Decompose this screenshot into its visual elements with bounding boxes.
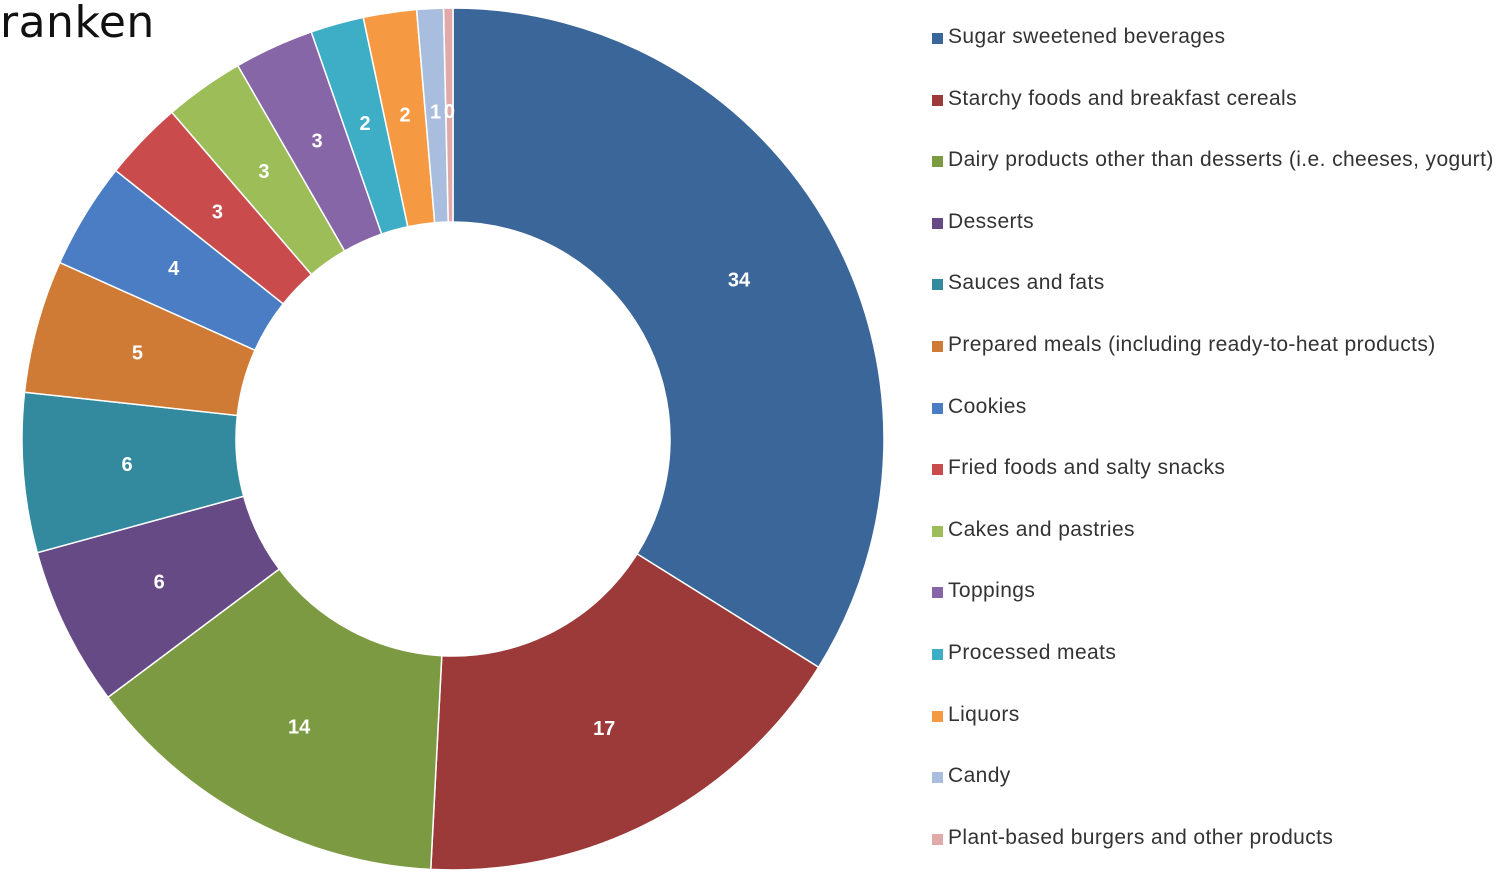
legend-swatch xyxy=(932,33,943,44)
legend-item-sugar-sweetened-beverages: Sugar sweetened beverages xyxy=(932,22,1494,84)
slice-label-starchy-foods-and-breakfast-cereals: 17 xyxy=(593,718,615,740)
legend-swatch xyxy=(932,156,943,168)
legend-label: Sugar sweetened beverages xyxy=(948,25,1226,48)
legend-item-plant-based-burgers-and-other-products: Plant-based burgers and other products xyxy=(932,823,1494,873)
legend-label: Cookies xyxy=(948,394,1027,418)
slice-label-cakes-and-pastries: 3 xyxy=(258,161,269,183)
page-title: ranken xyxy=(0,0,155,48)
slice-sugar-sweetened-beverages xyxy=(452,7,885,669)
legend-label: Candy xyxy=(948,764,1011,788)
legend-item-starchy-foods-and-breakfast-cereals: Starchy foods and breakfast cereals xyxy=(932,84,1494,146)
legend-swatch xyxy=(932,279,943,291)
legend-label: Desserts xyxy=(948,209,1035,233)
legend-item-sauces-and-fats: Sauces and fats xyxy=(932,268,1494,330)
legend-item-desserts: Desserts xyxy=(932,207,1494,269)
legend-label: Sauces and fats xyxy=(948,271,1105,295)
legend-swatch xyxy=(932,464,943,476)
legend-swatch xyxy=(932,648,943,660)
slice-label-processed-meats: 2 xyxy=(359,113,370,135)
chart-legend: Sugar sweetened beverages Starchy foods a… xyxy=(932,22,1494,873)
legend-swatch xyxy=(932,402,943,414)
legend-swatch xyxy=(932,772,943,784)
legend-swatch xyxy=(932,94,943,106)
legend-label: Toppings xyxy=(948,579,1036,603)
slice-plant-based-burgers-and-other-products xyxy=(442,7,454,223)
legend-swatch xyxy=(932,525,943,537)
legend-label: Fried foods and salty snacks xyxy=(948,456,1226,480)
slice-label-candy: 1 xyxy=(430,102,441,124)
legend-item-cakes-and-pastries: Cakes and pastries xyxy=(932,515,1494,577)
chart-slices xyxy=(21,7,885,871)
slice-dairy-products-other-than-desserts-i-e-cheeses-yogurt xyxy=(106,567,443,871)
legend-label: Plant-based burgers and other products xyxy=(948,825,1334,849)
legend-label: Starchy foods and breakfast cereals xyxy=(948,86,1298,110)
legend-swatch xyxy=(932,340,943,352)
legend-item-fried-foods-and-salty-snacks: Fried foods and salty snacks xyxy=(932,453,1494,515)
legend-label: Cakes and pastries xyxy=(948,517,1135,541)
legend-swatch xyxy=(932,217,943,229)
legend-swatch xyxy=(932,833,943,845)
legend-label: Dairy products other than desserts (i.e.… xyxy=(948,148,1494,172)
legend-item-processed-meats: Processed meats xyxy=(932,638,1494,700)
legend-label: Processed meats xyxy=(948,640,1117,664)
legend-item-cookies: Cookies xyxy=(932,392,1494,454)
legend-label: Liquors xyxy=(948,702,1020,726)
legend-label: Prepared meals (including ready-to-heat … xyxy=(948,332,1436,356)
slice-label-sauces-and-fats: 6 xyxy=(121,454,132,476)
legend-item-dairy-products-other-than-desserts-i-e-cheeses-yogurt: Dairy products other than desserts (i.e.… xyxy=(932,145,1494,207)
legend-item-candy: Candy xyxy=(932,761,1494,823)
slice-label-sugar-sweetened-beverages: 34 xyxy=(728,269,751,291)
legend-swatch xyxy=(932,587,943,599)
slice-label-plant-based-burgers-and-other-products: 0 xyxy=(444,101,455,123)
legend-item-toppings: Toppings xyxy=(932,576,1494,638)
slice-label-cookies: 4 xyxy=(168,258,180,280)
slice-label-desserts: 6 xyxy=(154,572,165,594)
legend-item-liquors: Liquors xyxy=(932,700,1494,762)
slice-label-fried-foods-and-salty-snacks: 3 xyxy=(212,201,223,223)
legend-item-prepared-meals-including-ready-to-heat-products: Prepared meals (including ready-to-heat … xyxy=(932,330,1494,392)
slice-label-dairy-products-other-than-desserts-i-e-cheeses-yogurt: 14 xyxy=(288,717,311,739)
slice-starchy-foods-and-breakfast-cereals xyxy=(429,552,820,871)
slice-label-toppings: 3 xyxy=(311,131,322,153)
slice-label-liquors: 2 xyxy=(400,105,411,127)
legend-swatch xyxy=(932,710,943,722)
slice-label-prepared-meals-including-ready-to-heat-products: 5 xyxy=(132,342,143,364)
